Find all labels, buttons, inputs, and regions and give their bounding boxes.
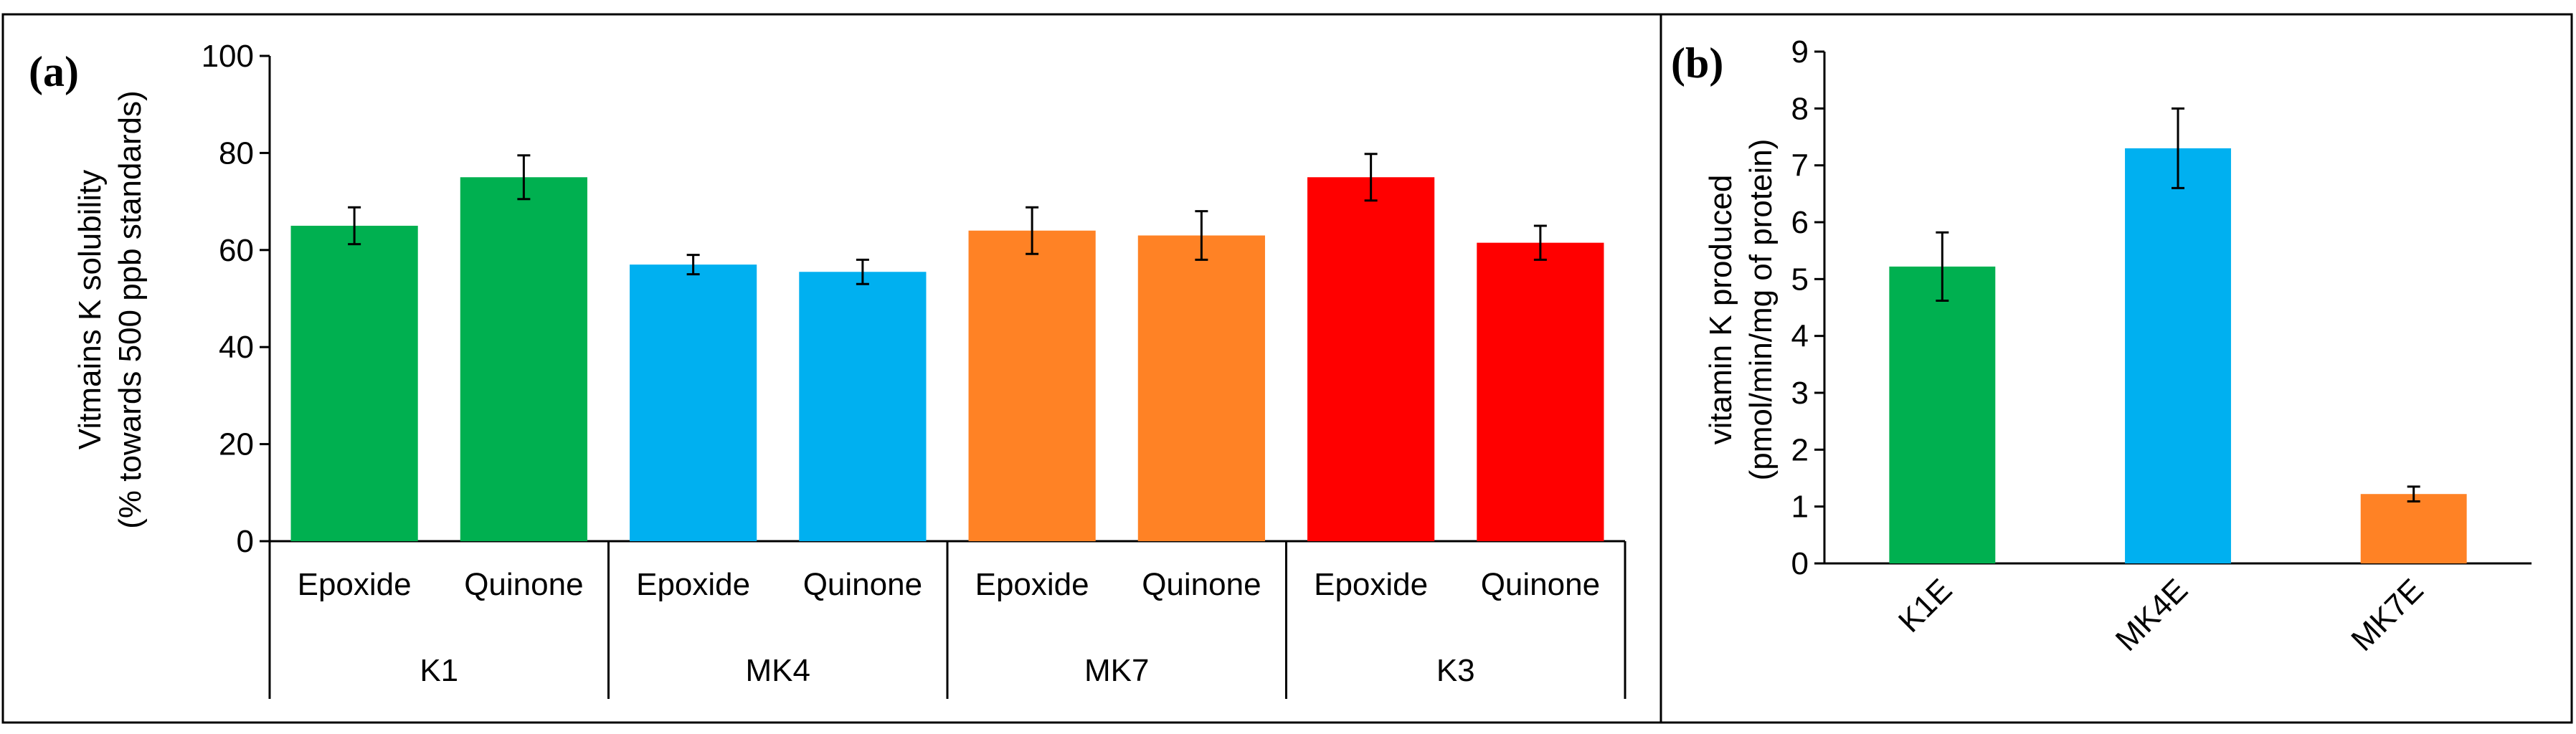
panel-a-bar-k1-epoxide <box>290 225 418 541</box>
panel-a-bar-mk7-epoxide <box>968 230 1096 541</box>
panel-a-ytick-label: 80 <box>219 135 254 171</box>
panel-a-ytick-label: 100 <box>202 39 254 74</box>
panel-b-ytick-label: 9 <box>1791 34 1809 70</box>
panel-a-group-label: MK4 <box>746 653 810 688</box>
panel-b-ytick-label: 6 <box>1791 205 1809 240</box>
panel-a-group-label: K3 <box>1436 653 1475 688</box>
panel-a-plot: 0 20 40 60 80 100 Epoxide Quinone K1 Epoxide Quino… <box>202 39 1626 699</box>
panel-a-bar-mk4-epoxide <box>630 264 757 541</box>
panel-b-border <box>1659 13 2573 724</box>
panel-b-bar-mk7e <box>2360 494 2467 563</box>
panel-a-bar-k1-quinone <box>460 177 587 541</box>
panel-b-ytick-label: 0 <box>1791 546 1809 581</box>
panel-a-group-label: K1 <box>420 653 458 688</box>
panel-a-ytick-label: 0 <box>237 524 254 559</box>
panel-b-plot: 0 1 2 3 4 5 6 7 8 9 K1E MK4E MK7E <box>1791 34 2532 658</box>
panel-a-ylabel-line2: (% towards 500 ppb standards) <box>113 90 148 528</box>
panel-a-group-label: MK7 <box>1084 653 1149 688</box>
panel-a-category-label: Epoxide <box>975 567 1089 602</box>
panel-a-category-label: Quinone <box>1481 567 1600 602</box>
panel-b-ytick-label: 8 <box>1791 91 1809 126</box>
panel-a-ytick-label: 40 <box>219 330 254 365</box>
panel-a-bar-mk4-quinone <box>799 272 927 541</box>
panel-a-category-label: Epoxide <box>636 567 750 602</box>
panel-a-category-label: Epoxide <box>1314 567 1428 602</box>
panel-b-ytick-label: 4 <box>1791 319 1809 354</box>
panel-b-ylabel-line1: vitamin K produced <box>1703 175 1738 445</box>
panel-a-ylabel-line1: Vitmains K solubility <box>72 170 108 449</box>
panel-b-ytick-label: 2 <box>1791 432 1809 467</box>
panel-a-ytick-label: 20 <box>219 427 254 462</box>
panel-a-bar-k3-epoxide <box>1307 177 1435 541</box>
panel-b-bar-mk4e <box>2125 148 2231 563</box>
panel-a-category-label: Quinone <box>803 567 922 602</box>
panel-b-category-label: MK4E <box>2109 572 2194 657</box>
panel-b-ylabel-line2: (pmol/min/mg of protein) <box>1743 139 1779 481</box>
panel-b-ytick-label: 3 <box>1791 376 1809 411</box>
panel-a-category-label: Epoxide <box>298 567 412 602</box>
panel-b-ytick-label: 1 <box>1791 490 1809 525</box>
panel-b-ytick-label: 7 <box>1791 148 1809 184</box>
panel-b-label: (b) <box>1671 39 1723 87</box>
panel-b-bar-k1e <box>1889 266 1996 563</box>
panel-b-category-label: MK7E <box>2344 572 2430 657</box>
panel-a-label: (a) <box>29 48 79 95</box>
panel-a-category-label: Quinone <box>464 567 583 602</box>
panel-a-bar-k3-quinone <box>1477 242 1604 541</box>
panel-b-ytick-label: 5 <box>1791 262 1809 297</box>
panel-a-category-label: Quinone <box>1142 567 1261 602</box>
panel-a-ytick-label: 60 <box>219 233 254 268</box>
panel-a-bar-mk7-quinone <box>1137 235 1265 541</box>
panel-b-category-label: K1E <box>1892 572 1959 639</box>
